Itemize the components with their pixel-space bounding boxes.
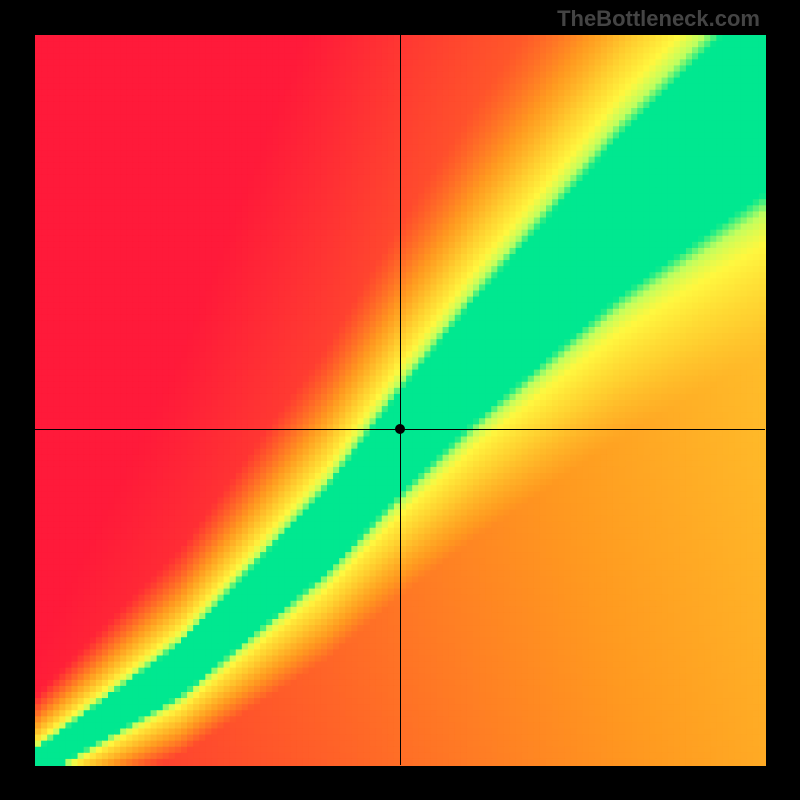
chart-container: { "watermark": { "text": "TheBottleneck.…	[0, 0, 800, 800]
crosshair-vertical	[400, 35, 401, 765]
watermark-text: TheBottleneck.com	[557, 6, 760, 32]
